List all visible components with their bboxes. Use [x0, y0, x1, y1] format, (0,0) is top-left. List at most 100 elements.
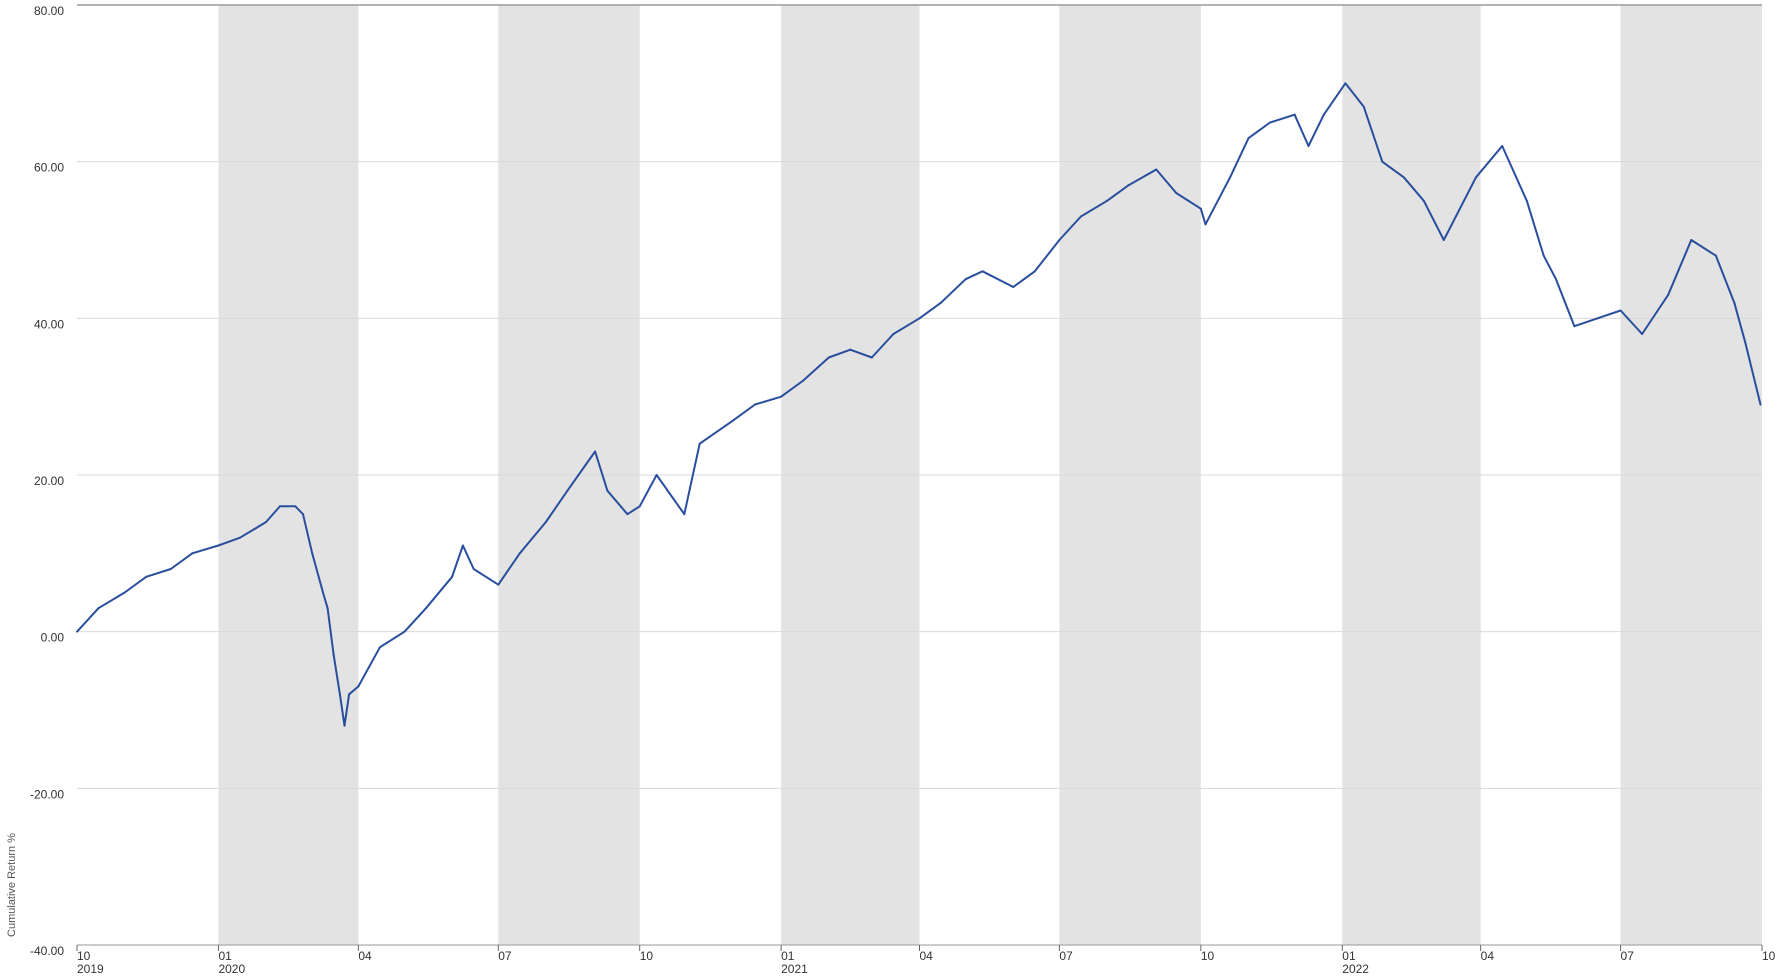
data-point [626, 513, 629, 516]
data-point [753, 403, 756, 406]
y-tick-label: 40.00 [34, 317, 64, 331]
y-tick-label: 20.00 [34, 474, 64, 488]
data-point [981, 270, 984, 273]
x-tick-month: 04 [920, 949, 934, 963]
x-tick-month: 04 [358, 949, 372, 963]
data-point [801, 380, 804, 382]
y-tick-label: -20.00 [30, 787, 64, 801]
data-point [1381, 160, 1384, 163]
data-point [780, 395, 783, 398]
x-tick-month: 04 [1481, 949, 1495, 963]
x-tick-month: 01 [1342, 949, 1356, 963]
data-point [1744, 340, 1747, 343]
data-point [892, 333, 895, 335]
data-point [451, 575, 454, 578]
data-point [238, 536, 241, 539]
data-point [1402, 176, 1405, 179]
data-point [594, 450, 597, 453]
data-point [76, 630, 78, 633]
data-point [1573, 325, 1576, 328]
x-tick-year: 2019 [77, 962, 104, 976]
y-tick-label: -40.00 [30, 944, 64, 958]
data-point [348, 693, 351, 696]
data-point [1690, 239, 1693, 241]
data-point [870, 356, 873, 359]
data-point [497, 583, 500, 586]
x-tick-month: 07 [1059, 949, 1073, 963]
data-point [638, 505, 641, 508]
data-point [1033, 270, 1036, 273]
data-point [326, 607, 329, 610]
data-point [1501, 145, 1504, 147]
data-point [683, 513, 686, 516]
data-point [343, 724, 346, 727]
x-tick-month: 07 [1621, 949, 1635, 963]
data-point [278, 505, 281, 508]
x-tick-month: 10 [640, 949, 654, 963]
data-point [566, 489, 569, 492]
data-point [1619, 309, 1622, 312]
x-tick-month: 10 [1201, 949, 1215, 963]
data-point [338, 693, 341, 696]
data-point [1079, 215, 1082, 218]
data-point [1307, 145, 1310, 147]
data-point [1641, 333, 1644, 335]
data-point [1596, 317, 1599, 320]
data-point [461, 544, 464, 547]
data-point [606, 489, 609, 492]
data-point [123, 591, 126, 594]
data-point [169, 568, 172, 570]
data-point [1012, 286, 1015, 288]
data-point [1442, 239, 1445, 241]
x-tick-month: 01 [781, 949, 795, 963]
x-tick-month: 07 [498, 949, 512, 963]
data-point [311, 552, 314, 555]
data-point [1422, 199, 1425, 202]
x-tick-year: 2020 [218, 962, 245, 976]
data-point [698, 442, 701, 445]
data-point [1175, 192, 1178, 194]
data-point [918, 317, 921, 320]
data-point [1127, 184, 1130, 187]
data-point [1475, 176, 1478, 179]
data-point [1155, 168, 1158, 171]
data-point [424, 607, 427, 610]
x-tick-year: 2021 [781, 962, 808, 976]
data-point [1759, 403, 1762, 406]
data-point [544, 521, 547, 523]
data-point [655, 474, 658, 476]
data-point [301, 513, 304, 516]
data-point [1714, 254, 1717, 257]
data-point [964, 278, 967, 281]
x-tick-month: 10 [77, 949, 91, 963]
data-point [1247, 137, 1250, 140]
data-point [1525, 199, 1528, 202]
data-point [1204, 223, 1207, 226]
data-point [1229, 176, 1232, 179]
y-axis-tick-labels: 80.00 60.00 40.00 20.00 0.00 -20.00 -40.00 [30, 4, 64, 958]
data-point [191, 552, 194, 555]
x-tick-month: 01 [218, 949, 232, 963]
y-tick-label: 60.00 [34, 161, 64, 175]
data-point [332, 654, 335, 657]
series-layer [76, 82, 1762, 727]
data-point [1269, 121, 1272, 124]
data-point [849, 348, 852, 351]
data-point [1058, 239, 1061, 241]
data-point [265, 521, 268, 523]
data-point [321, 591, 324, 594]
data-point [1344, 82, 1347, 85]
data-point [732, 419, 735, 422]
data-point [1293, 113, 1296, 116]
data-point [1733, 301, 1736, 304]
data-point [1554, 278, 1557, 281]
data-point [1667, 293, 1670, 296]
data-point [518, 552, 521, 555]
data-point [145, 575, 148, 578]
data-point [97, 607, 100, 610]
y-axis-label: Cumulative Return % [6, 833, 18, 937]
y-tick-label: 80.00 [34, 4, 64, 18]
x-tick-month: 10 [1762, 949, 1776, 963]
